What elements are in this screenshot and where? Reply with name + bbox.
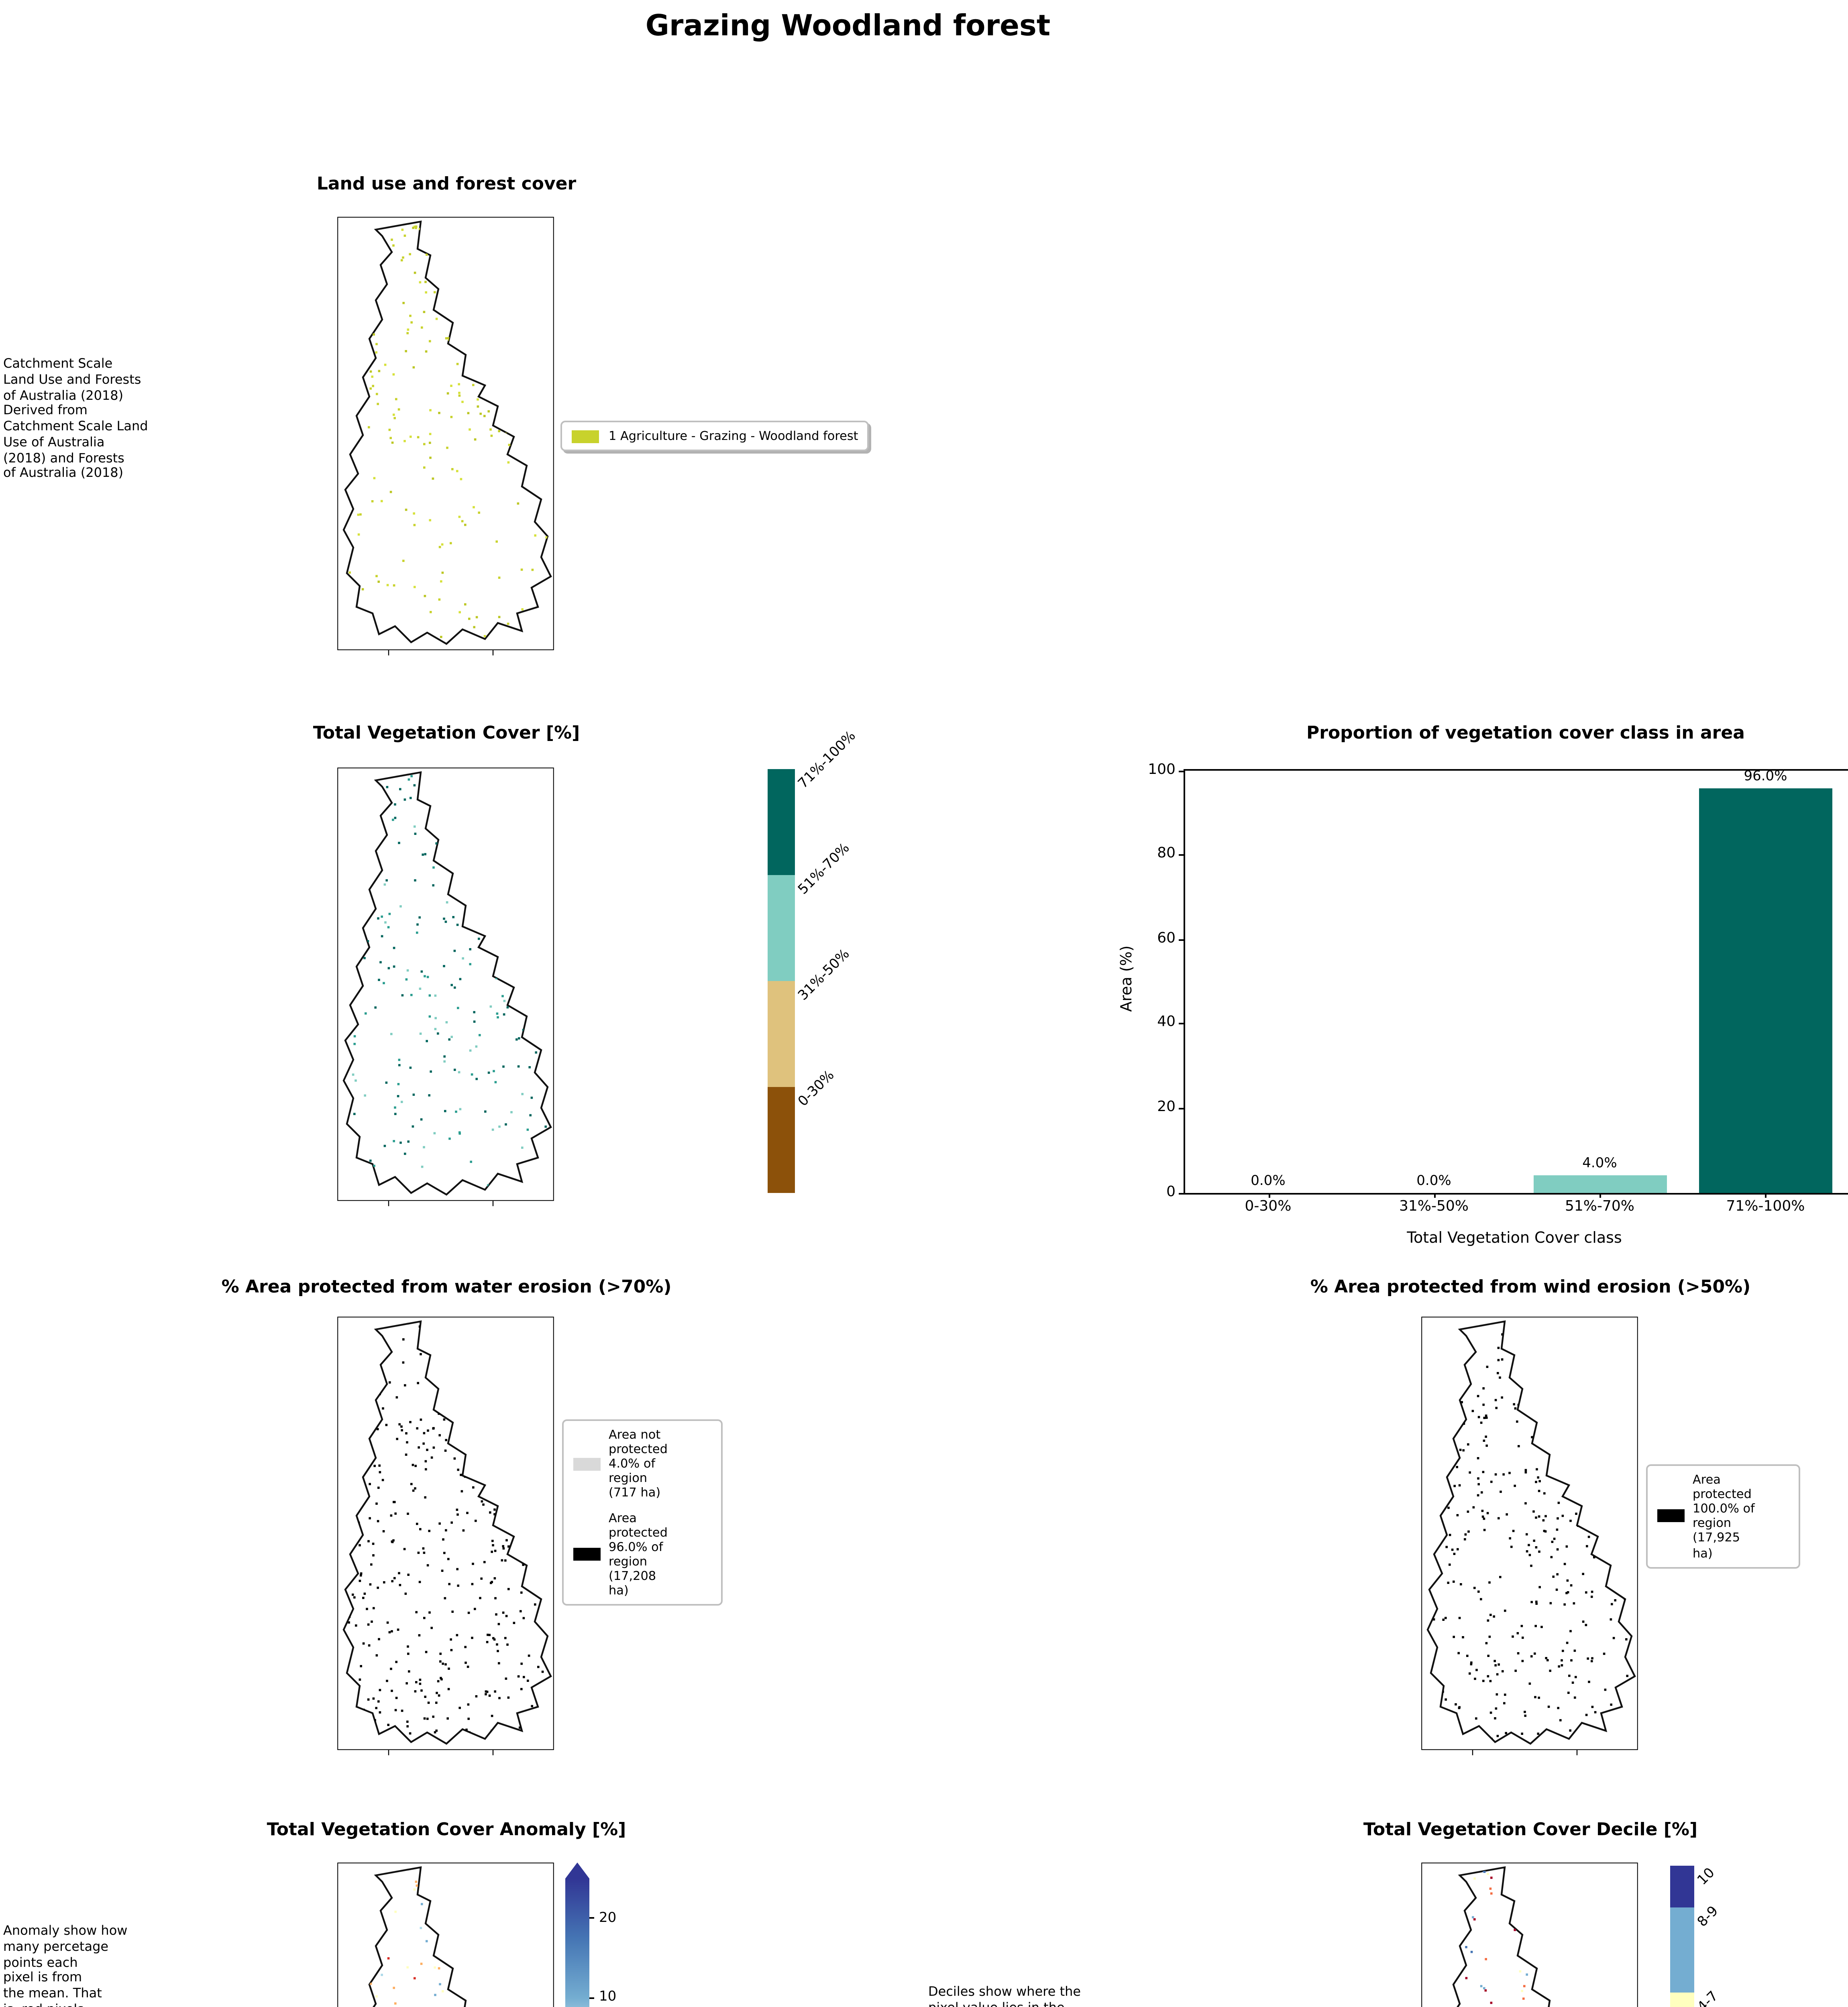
water-legend-swatch-0	[573, 1457, 601, 1471]
decile-cbar-label-0: 10	[1695, 1865, 1719, 1889]
chart-xtick-2	[1599, 1193, 1601, 1198]
landuse-title: Land use and forest cover	[316, 173, 577, 194]
chart-ytick-1	[1179, 1107, 1185, 1109]
vegcover-map	[337, 767, 554, 1206]
chart-bar-3	[1699, 788, 1832, 1193]
anomaly-colorbar: 20100−10−20	[565, 1862, 616, 2007]
chart-ytick-4	[1179, 854, 1185, 856]
proportion-bar-chart: 0.0% 0-30% 0.0% 31%-50% 4.0% 51%-70% 96.0% 71%-…	[1148, 762, 1848, 1215]
chart-ytick-label-3: 60	[1157, 930, 1176, 947]
chart-ytick-3	[1179, 938, 1185, 940]
chart-bar-value-2: 4.0%	[1582, 1156, 1617, 1173]
water-legend: Area not protected 4.0% of region (717 h…	[562, 1419, 723, 1606]
vegcover-title: Total Vegetation Cover [%]	[313, 723, 580, 743]
chart-xtick-0	[1268, 1193, 1270, 1198]
anomaly-tick-label-0: 20	[599, 1910, 617, 1927]
decile-title: Total Vegetation Cover Decile [%]	[1363, 1819, 1698, 1840]
anomaly-tick-label-1: 10	[599, 1990, 617, 2006]
landuse-legend-label: 1 Agriculture - Grazing - Woodland fores…	[609, 429, 858, 443]
wind-title: % Area protected from wind erosion (>50%…	[1310, 1276, 1751, 1297]
landuse-map	[337, 217, 554, 655]
decile-colorbar: 108-94-72-31	[1670, 1865, 1722, 2007]
wind-legend: Area protected 100.0% of region (17,925 …	[1646, 1464, 1800, 1568]
veg-cbar-label-3: 0-30%	[795, 1068, 838, 1111]
chart-bar-value-1: 0.0%	[1416, 1174, 1451, 1190]
vegcover-colorbar: 71%-100% 51%-70% 31%-50% 0-30%	[768, 729, 860, 1193]
chart-xtick-label-2: 51%-70%	[1565, 1199, 1634, 1215]
chart-xtick-label-0: 0-30%	[1245, 1199, 1292, 1215]
decile-map	[1421, 1862, 1638, 2007]
map-speckles	[1431, 1869, 1631, 2004]
wind-legend-label-0: Area protected 100.0% of region (17,925 …	[1693, 1472, 1755, 1560]
anomaly-colorbar-gradient	[565, 1862, 589, 2007]
page-title: Grazing Woodland forest	[645, 10, 1051, 43]
chart-ytick-label-2: 40	[1157, 1015, 1176, 1032]
decile-cbar-seg-1	[1670, 1908, 1694, 1993]
water-title: % Area protected from water erosion (>70…	[221, 1276, 672, 1297]
decile-cbar-label-2: 4-7	[1695, 1989, 1722, 2007]
wind-erosion-map	[1421, 1317, 1638, 1755]
veg-cbar-label-0: 71%-100%	[795, 728, 860, 793]
anomaly-tickmark-0	[589, 1917, 594, 1919]
chart-xtick-label-3: 71%-100%	[1726, 1199, 1805, 1215]
chart-bar-2	[1533, 1176, 1667, 1193]
catchment-outline	[344, 222, 551, 644]
veg-cbar-seg-1	[768, 875, 795, 981]
map-speckles	[345, 1323, 549, 1744]
water-legend-entry-0: Area not protected 4.0% of region (717 h…	[573, 1427, 711, 1500]
chart-ytick-5	[1179, 770, 1185, 771]
anomaly-tickmark-1	[589, 1997, 594, 1999]
chart-bar-value-3: 96.0%	[1744, 768, 1787, 785]
chart-xtick-3	[1765, 1193, 1767, 1198]
map-speckles	[1428, 1324, 1634, 1744]
decile-cbar-seg-2	[1670, 1993, 1694, 2007]
water-legend-swatch-1	[573, 1547, 601, 1561]
landuse-legend: 1 Agriculture - Grazing - Woodland fores…	[560, 421, 870, 452]
veg-cbar-label-2: 31%-50%	[795, 947, 854, 1005]
anomaly-note: Anomaly show how many percetage points e…	[3, 1924, 128, 2007]
decile-note: Deciles show where the pixel value lies …	[928, 1985, 1081, 2007]
proportion-chart-title: Proportion of vegetation cover class in …	[1306, 723, 1745, 743]
map-speckles	[344, 222, 550, 639]
landuse-legend-swatch	[572, 429, 599, 443]
anomaly-map	[337, 1862, 554, 2007]
wind-legend-swatch-0	[1657, 1510, 1685, 1523]
water-legend-entry-1: Area protected 96.0% of region (17,208 h…	[573, 1510, 711, 1598]
decile-cbar-seg-0	[1670, 1866, 1694, 1908]
water-erosion-map	[337, 1317, 554, 1755]
veg-cbar-seg-0	[768, 769, 795, 875]
chart-ytick-2	[1179, 1023, 1185, 1025]
water-legend-label-0: Area not protected 4.0% of region (717 h…	[609, 1427, 668, 1500]
chart-ytick-0	[1179, 1192, 1185, 1194]
anomaly-title: Total Vegetation Cover Anomaly [%]	[267, 1819, 626, 1840]
chart-bar-value-0: 0.0%	[1251, 1174, 1286, 1190]
map-speckles	[344, 772, 550, 1187]
chart-ytick-label-4: 80	[1157, 846, 1176, 863]
wind-legend-entry-0: Area protected 100.0% of region (17,925 …	[1657, 1472, 1789, 1560]
chart-xtick-label-1: 31%-50%	[1399, 1199, 1469, 1215]
veg-cbar-seg-3	[768, 1087, 795, 1193]
chart-xlabel: Total Vegetation Cover class	[1407, 1230, 1622, 1248]
water-legend-label-1: Area protected 96.0% of region (17,208 h…	[609, 1510, 668, 1598]
decile-cbar-label-1: 8-9	[1695, 1904, 1722, 1932]
chart-ytick-label-1: 20	[1157, 1099, 1176, 1116]
chart-ytick-label-5: 100	[1148, 762, 1176, 778]
chart-xtick-1	[1434, 1193, 1436, 1198]
landuse-note: Catchment Scale Land Use and Forests of …	[3, 356, 148, 480]
veg-cbar-seg-2	[768, 981, 795, 1087]
veg-cbar-label-1: 51%-70%	[795, 841, 854, 899]
chart-ytick-label-0: 0	[1166, 1184, 1176, 1200]
map-frame	[337, 217, 554, 650]
